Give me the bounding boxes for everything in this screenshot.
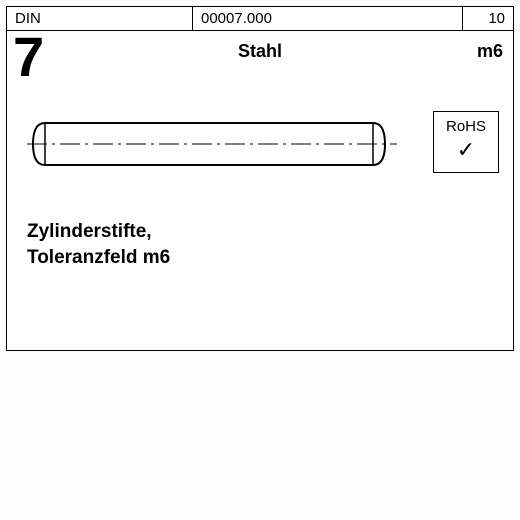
header-row: DIN 00007.000 10 <box>7 7 513 31</box>
check-icon: ✓ <box>434 135 498 166</box>
tolerance-label: m6 <box>477 41 503 62</box>
header-code: 00007.000 <box>193 7 463 30</box>
pin-drawing <box>27 115 397 173</box>
rohs-label: RoHS <box>434 118 498 135</box>
caption: Zylinderstifte, Toleranzfeld m6 <box>27 219 170 270</box>
caption-line2: Toleranzfeld m6 <box>27 245 170 271</box>
header-qty: 10 <box>461 7 513 30</box>
rohs-badge: RoHS ✓ <box>433 111 499 173</box>
spec-sheet: DIN 00007.000 10 7 Stahl m6 RoHS ✓ Zylin… <box>6 6 514 351</box>
material-label: Stahl <box>7 41 513 62</box>
caption-line1: Zylinderstifte, <box>27 219 170 245</box>
